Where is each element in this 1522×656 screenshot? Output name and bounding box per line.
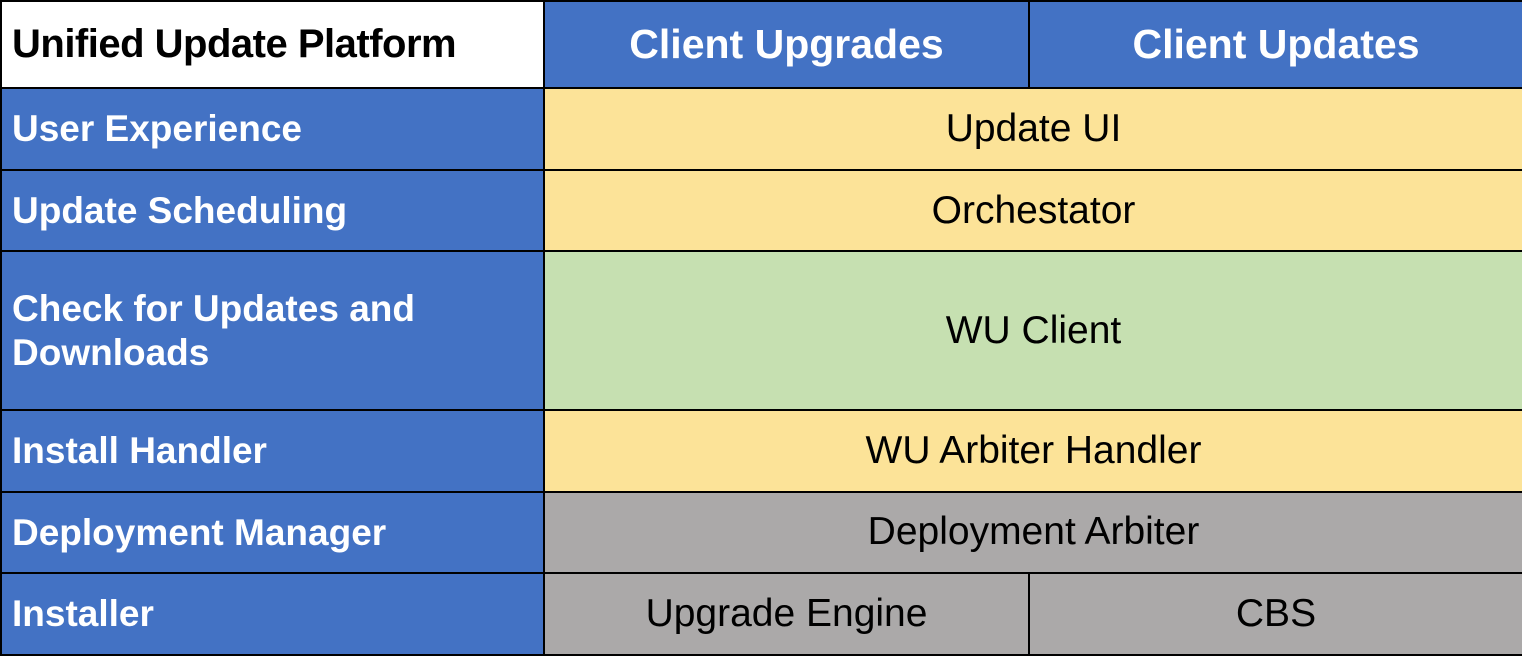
table-row: Check for Updates and Downloads WU Clien… xyxy=(0,250,1522,411)
table-row: Deployment Manager Deployment Arbiter xyxy=(0,490,1522,575)
row-label-install-handler: Install Handler xyxy=(0,408,545,493)
column-header-client-upgrades: Client Upgrades xyxy=(543,0,1030,89)
cell-check-for-updates-and-downloads-component: WU Client xyxy=(543,250,1522,411)
row-label-installer: Installer xyxy=(0,572,545,656)
table-row: User Experience Update UI xyxy=(0,87,1522,171)
cell-update-scheduling-component: Orchestator xyxy=(543,168,1522,253)
table-header-row: Unified Update Platform Client Upgrades … xyxy=(0,0,1522,89)
cell-installer-client-upgrades-component: Upgrade Engine xyxy=(543,572,1030,656)
row-label-deployment-manager: Deployment Manager xyxy=(0,490,545,575)
cell-user-experience-component: Update UI xyxy=(543,87,1522,171)
row-label-user-experience: User Experience xyxy=(0,87,545,171)
page-title: Unified Update Platform xyxy=(0,0,545,89)
table-row: Installer Upgrade Engine CBS xyxy=(0,572,1522,656)
table-row: Install Handler WU Arbiter Handler xyxy=(0,408,1522,493)
cell-install-handler-component: WU Arbiter Handler xyxy=(543,408,1522,493)
cell-installer-client-updates-component: CBS xyxy=(1028,572,1522,656)
column-header-client-updates: Client Updates xyxy=(1028,0,1522,89)
row-label-check-for-updates-and-downloads: Check for Updates and Downloads xyxy=(0,250,545,411)
table-row: Update Scheduling Orchestator xyxy=(0,168,1522,253)
row-label-update-scheduling: Update Scheduling xyxy=(0,168,545,253)
cell-deployment-manager-component: Deployment Arbiter xyxy=(543,490,1522,575)
